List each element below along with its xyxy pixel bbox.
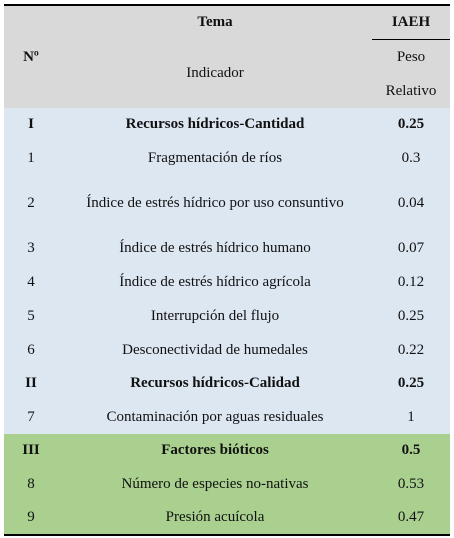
row-number: 8 xyxy=(27,475,35,492)
row-name-cell: Índice de estrés hídrico humano xyxy=(58,231,372,265)
row-name-cell: Desconectividad de humedales xyxy=(58,333,372,367)
row-number: 1 xyxy=(27,149,35,166)
row-number: I xyxy=(28,116,34,132)
header-theme: Tema xyxy=(58,5,372,39)
row-name-cell: Presión acuícola xyxy=(58,501,372,535)
indicator-row: 3 Índice de estrés hídrico humano 0.07 xyxy=(4,231,450,265)
row-name-cell: Fragmentación de ríos xyxy=(58,141,372,175)
row-weight-cell: 0.25 xyxy=(372,367,450,400)
header-indicator: Indicador xyxy=(58,39,372,108)
row-name-cell: Recursos hídricos-Cantidad xyxy=(58,108,372,141)
row-number-cell: 1 xyxy=(4,141,58,175)
row-name: Presión acuícola xyxy=(165,509,265,525)
row-name: Índice de estrés hídrico agrícola xyxy=(119,273,311,290)
row-number-cell: 3 xyxy=(4,231,58,265)
row-name: Índice de estrés hídrico por uso consunt… xyxy=(86,194,344,211)
indicator-row: 1 Fragmentación de ríos 0.3 xyxy=(4,141,450,175)
indicator-row: 4 Índice de estrés hídrico agrícola 0.12 xyxy=(4,265,450,299)
row-weight: 0.47 xyxy=(397,509,425,525)
row-weight: 0.04 xyxy=(397,194,425,211)
row-weight-cell: 0.3 xyxy=(372,141,450,175)
row-number-cell: 5 xyxy=(4,299,58,333)
row-number: 6 xyxy=(27,341,35,358)
row-weight-cell: 0.47 xyxy=(372,501,450,535)
header-text: IAEH xyxy=(391,13,431,30)
row-name: Recursos hídricos-Cantidad xyxy=(125,116,305,132)
row-number-cell: I xyxy=(4,108,58,141)
row-name-cell: Interrupción del flujo xyxy=(58,299,372,333)
data-table: Nº Tema IAEH Indicador Peso Relativo I Re… xyxy=(4,4,450,536)
row-number: 2 xyxy=(27,194,35,211)
group-row: III Factores bióticos 0.5 xyxy=(4,434,450,467)
row-number-cell: III xyxy=(4,434,58,467)
row-weight: 0.22 xyxy=(397,341,425,358)
row-name-cell: Número de especies no-nativas xyxy=(58,467,372,501)
header-index: IAEH xyxy=(372,5,450,39)
row-weight: 0.25 xyxy=(397,307,425,324)
row-number-cell: 9 xyxy=(4,501,58,535)
header-text: Nº xyxy=(23,48,39,65)
row-name: Interrupción del flujo xyxy=(150,307,280,324)
header-row: Nº Tema IAEH xyxy=(4,5,450,108)
indicator-row: 6 Desconectividad de humedales 0.22 xyxy=(4,333,450,367)
row-name: Factores bióticos xyxy=(161,442,269,458)
row-number-cell: II xyxy=(4,367,58,400)
row-weight-cell: 0.25 xyxy=(372,299,450,333)
indicator-row: 9 Presión acuícola 0.47 xyxy=(4,501,450,535)
row-weight-cell: 0.25 xyxy=(372,108,450,141)
row-weight-cell: 0.53 xyxy=(372,467,450,501)
row-number: 5 xyxy=(27,307,35,324)
row-name: Fragmentación de ríos xyxy=(147,149,283,166)
row-number: II xyxy=(25,375,37,391)
row-number-cell: 8 xyxy=(4,467,58,501)
indicator-row: 7 Contaminación por aguas residuales 1 xyxy=(4,400,450,434)
row-number-cell: 2 xyxy=(4,175,58,231)
row-weight-cell: 0.04 xyxy=(372,175,450,231)
row-number: 9 xyxy=(27,509,35,525)
group-row: II Recursos hídricos-Calidad 0.25 xyxy=(4,367,450,400)
row-weight: 0.25 xyxy=(397,375,425,391)
row-name-cell: Índice de estrés hídrico agrícola xyxy=(58,265,372,299)
row-number-cell: 6 xyxy=(4,333,58,367)
group-row: I Recursos hídricos-Cantidad 0.25 xyxy=(4,108,450,141)
row-weight-cell: 1 xyxy=(372,400,450,434)
row-weight: 0.25 xyxy=(397,116,425,132)
row-name: Número de especies no-nativas xyxy=(121,475,309,492)
indicator-row: 2 Índice de estrés hídrico por uso consun… xyxy=(4,175,450,231)
row-weight-cell: 0.5 xyxy=(372,434,450,467)
indicator-row: 5 Interrupción del flujo 0.25 xyxy=(4,299,450,333)
row-number: 3 xyxy=(27,239,35,256)
row-number-cell: 4 xyxy=(4,265,58,299)
header-text: Tema xyxy=(197,14,233,30)
table-body: Nº Tema IAEH Indicador Peso Relativo I Re… xyxy=(4,5,450,535)
row-number: 7 xyxy=(27,408,35,425)
indicator-row: 8 Número de especies no-nativas 0.53 xyxy=(4,467,450,501)
header-number: Nº xyxy=(4,5,58,108)
row-number: III xyxy=(22,442,40,458)
row-weight: 0.5 xyxy=(401,442,421,458)
row-weight: 1 xyxy=(407,408,415,425)
row-name-cell: Contaminación por aguas residuales xyxy=(58,400,372,434)
row-name: Contaminación por aguas residuales xyxy=(106,408,324,425)
row-weight-cell: 0.12 xyxy=(372,265,450,299)
header-row: Indicador Peso Relativo xyxy=(4,38,450,108)
header-weight: Peso Relativo xyxy=(372,38,450,108)
row-name-cell: Recursos hídricos-Calidad xyxy=(58,367,372,400)
row-name: Recursos hídricos-Calidad xyxy=(130,375,300,391)
row-name-cell: Índice de estrés hídrico por uso consunt… xyxy=(58,175,372,231)
row-name-cell: Factores bióticos xyxy=(58,434,372,467)
row-number: 4 xyxy=(27,273,35,290)
row-weight: 0.07 xyxy=(397,239,425,256)
row-weight: 0.53 xyxy=(397,475,425,492)
row-weight-cell: 0.22 xyxy=(372,333,450,367)
row-number-cell: 7 xyxy=(4,400,58,434)
row-name: Índice de estrés hídrico humano xyxy=(119,239,311,256)
row-weight: 0.12 xyxy=(397,273,425,290)
row-weight-cell: 0.07 xyxy=(372,231,450,265)
row-weight: 0.3 xyxy=(401,149,421,166)
row-name: Desconectividad de humedales xyxy=(122,341,308,358)
